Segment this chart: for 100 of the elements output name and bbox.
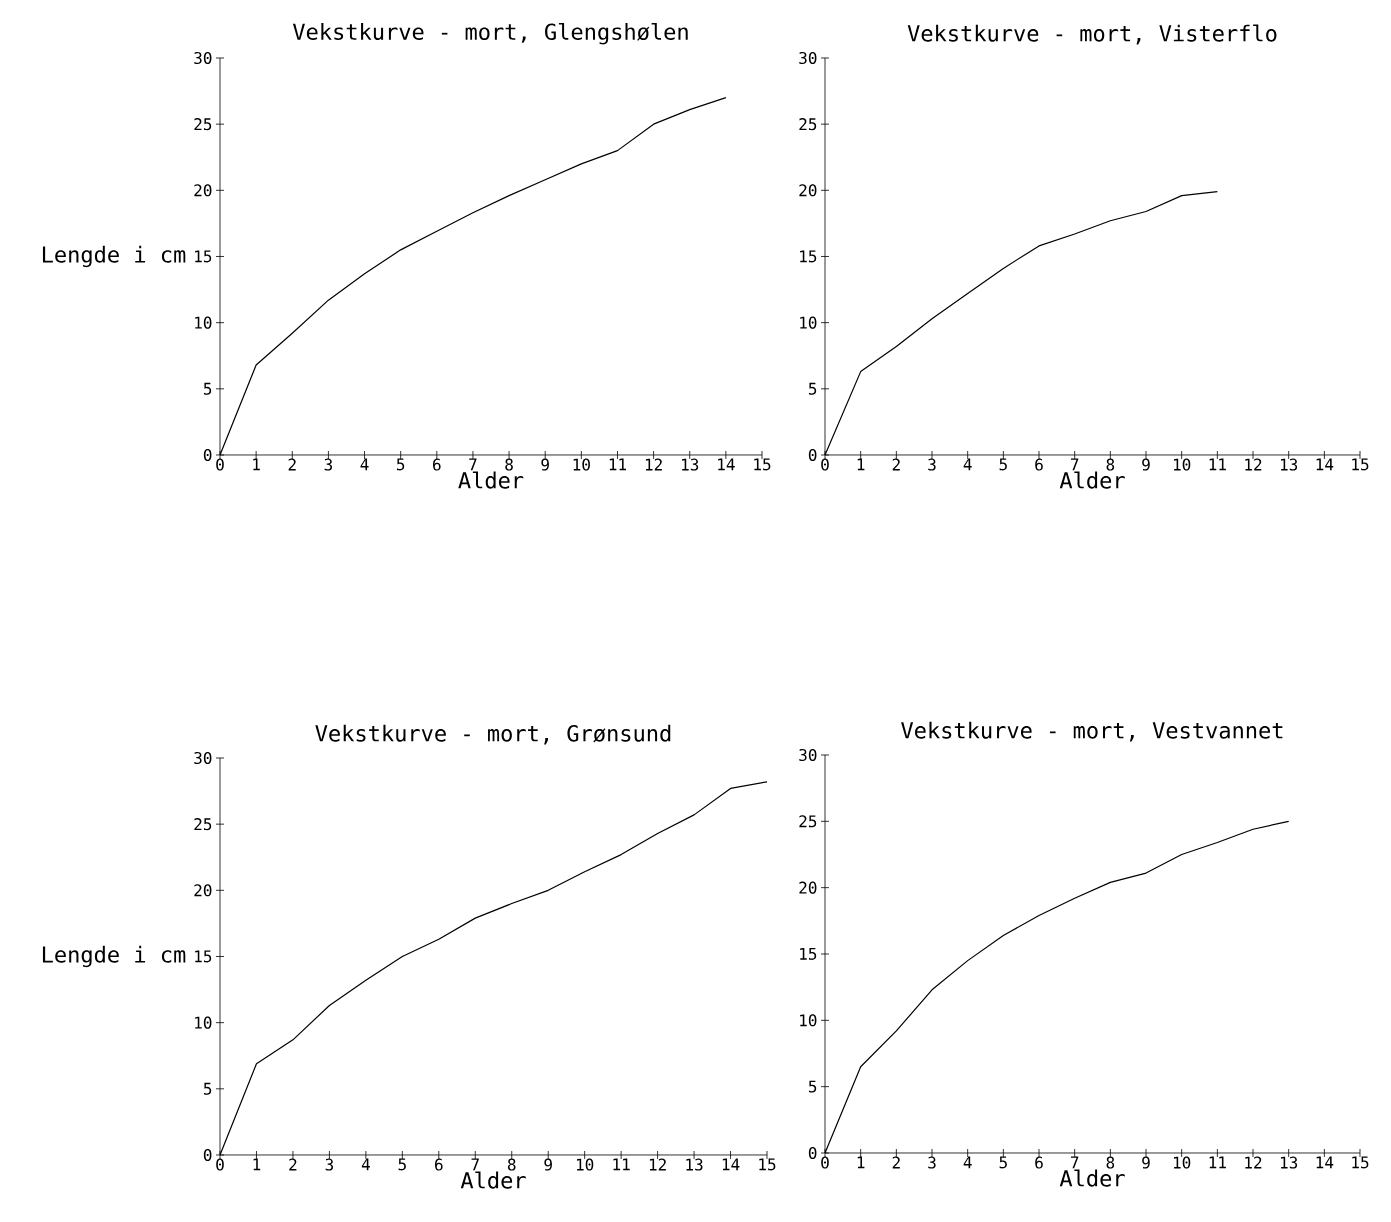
y-tick-label: 15 xyxy=(195,250,212,263)
x-axis-title: Alder xyxy=(1059,471,1125,489)
x-tick-label: 3 xyxy=(928,1156,936,1169)
x-tick-label: 1 xyxy=(253,1158,261,1171)
y-tick-label: 10 xyxy=(195,316,212,329)
y-tick-label: 25 xyxy=(194,818,212,831)
x-tick-label: 6 xyxy=(1035,458,1043,471)
x-tick-label: 15 xyxy=(754,458,771,471)
y-tick-label: 20 xyxy=(799,881,817,894)
x-tick-label: 14 xyxy=(722,1158,740,1171)
y-tick-label: 30 xyxy=(799,748,817,762)
x-tick-label: 14 xyxy=(1316,1156,1334,1169)
x-tick-label: 5 xyxy=(398,1158,406,1171)
y-tick-label: 30 xyxy=(194,751,212,765)
x-tick-label: 8 xyxy=(1106,458,1115,471)
y-tick-label: 10 xyxy=(800,1014,817,1027)
y-tick-label: 30 xyxy=(194,51,212,65)
y-tick-label: 25 xyxy=(799,118,817,131)
x-tick-label: 2 xyxy=(288,458,296,471)
x-tick-label: 8 xyxy=(507,1158,516,1171)
x-tick-label: 3 xyxy=(324,458,333,471)
x-tick-label: 3 xyxy=(325,1158,334,1171)
x-tick-label: 1 xyxy=(857,1156,865,1169)
x-tick-label: 3 xyxy=(928,458,936,471)
x-tick-label: 12 xyxy=(645,458,662,471)
x-tick-label: 0 xyxy=(821,458,829,471)
x-tick-label: 11 xyxy=(1209,458,1226,471)
x-tick-label: 15 xyxy=(759,1158,776,1171)
x-tick-label: 5 xyxy=(396,458,405,471)
y-tick-label: 20 xyxy=(194,184,212,197)
y-tick-label: 5 xyxy=(203,382,212,395)
x-tick-label: 1 xyxy=(857,458,865,471)
x-tick-label: 2 xyxy=(892,458,900,471)
y-tick-label: 5 xyxy=(808,1080,817,1093)
x-tick-label: 0 xyxy=(216,1158,224,1171)
x-tick-label: 10 xyxy=(576,1158,594,1171)
x-tick-label: 13 xyxy=(682,458,699,471)
x-tick-label: 4 xyxy=(963,1156,972,1169)
x-tick-label: 7 xyxy=(1070,458,1079,471)
x-axis-title: Alder xyxy=(460,1171,526,1189)
x-tick-label: 15 xyxy=(1352,458,1369,471)
y-axis-title: Lengde i cm xyxy=(42,245,186,268)
x-tick-label: 0 xyxy=(216,458,224,471)
x-tick-label: 5 xyxy=(999,1156,1007,1169)
x-tick-label: 9 xyxy=(544,1158,552,1171)
y-tick-label: 25 xyxy=(194,118,212,131)
x-tick-label: 6 xyxy=(435,1158,443,1171)
x-tick-label: 4 xyxy=(360,458,369,471)
y-tick-label: 20 xyxy=(799,184,817,197)
x-tick-label: 9 xyxy=(1142,1156,1150,1169)
x-axis-title: Alder xyxy=(458,471,524,489)
y-tick-label: 15 xyxy=(800,250,817,263)
x-axis-title: Alder xyxy=(1059,1169,1125,1187)
x-tick-label: 2 xyxy=(892,1156,900,1169)
x-tick-label: 7 xyxy=(469,458,477,471)
y-tick-label: 30 xyxy=(799,51,817,65)
x-tick-label: 11 xyxy=(1209,1156,1226,1169)
x-tick-label: 5 xyxy=(999,458,1007,471)
x-tick-label: 6 xyxy=(433,458,441,471)
chart-title: Vekstkurve - mort, Grønsund xyxy=(315,724,671,745)
x-tick-label: 13 xyxy=(1280,1156,1298,1169)
x-tick-label: 10 xyxy=(1173,1156,1191,1169)
x-tick-label: 0 xyxy=(821,1156,829,1169)
x-tick-label: 7 xyxy=(1070,1156,1079,1169)
x-tick-label: 11 xyxy=(609,458,627,471)
y-tick-label: 25 xyxy=(799,815,817,828)
x-tick-label: 12 xyxy=(649,1158,666,1171)
y-tick-label: 10 xyxy=(195,1016,212,1029)
x-tick-label: 9 xyxy=(541,458,549,471)
y-tick-label: 15 xyxy=(800,948,817,960)
chart-title: Vekstkurve - mort, Glengshølen xyxy=(292,22,688,45)
y-tick-label: 0 xyxy=(808,1146,817,1160)
x-tick-label: 14 xyxy=(1316,458,1334,471)
y-tick-label: 20 xyxy=(194,884,212,897)
x-tick-label: 4 xyxy=(963,458,972,471)
chart-title: Vekstkurve - mort, Vestvannet xyxy=(901,721,1283,742)
y-tick-label: 0 xyxy=(203,448,212,462)
x-tick-label: 13 xyxy=(1280,458,1298,471)
chart-title: Vekstkurve - mort, Visterflo xyxy=(907,24,1277,45)
y-tick-label: 10 xyxy=(800,316,817,329)
x-tick-label: 13 xyxy=(686,1158,703,1171)
x-tick-label: 11 xyxy=(613,1158,630,1171)
x-tick-label: 14 xyxy=(718,458,735,471)
x-tick-label: 8 xyxy=(505,458,513,471)
y-tick-label: 15 xyxy=(195,950,212,963)
y-tick-label: 0 xyxy=(808,448,817,462)
x-tick-label: 12 xyxy=(1245,1156,1262,1169)
x-tick-label: 8 xyxy=(1106,1156,1115,1169)
x-tick-label: 10 xyxy=(1173,458,1191,471)
x-tick-label: 4 xyxy=(361,1158,370,1171)
x-tick-label: 15 xyxy=(1352,1156,1369,1169)
y-tick-label: 5 xyxy=(203,1082,212,1095)
x-tick-label: 6 xyxy=(1035,1156,1043,1169)
y-tick-label: 5 xyxy=(808,382,817,395)
x-tick-label: 12 xyxy=(1245,458,1262,471)
y-axis-title: Lengde i cm xyxy=(42,945,186,968)
x-tick-label: 9 xyxy=(1142,458,1150,471)
x-tick-label: 2 xyxy=(289,1158,297,1171)
x-tick-label: 10 xyxy=(573,458,590,471)
x-tick-label: 1 xyxy=(253,458,260,471)
